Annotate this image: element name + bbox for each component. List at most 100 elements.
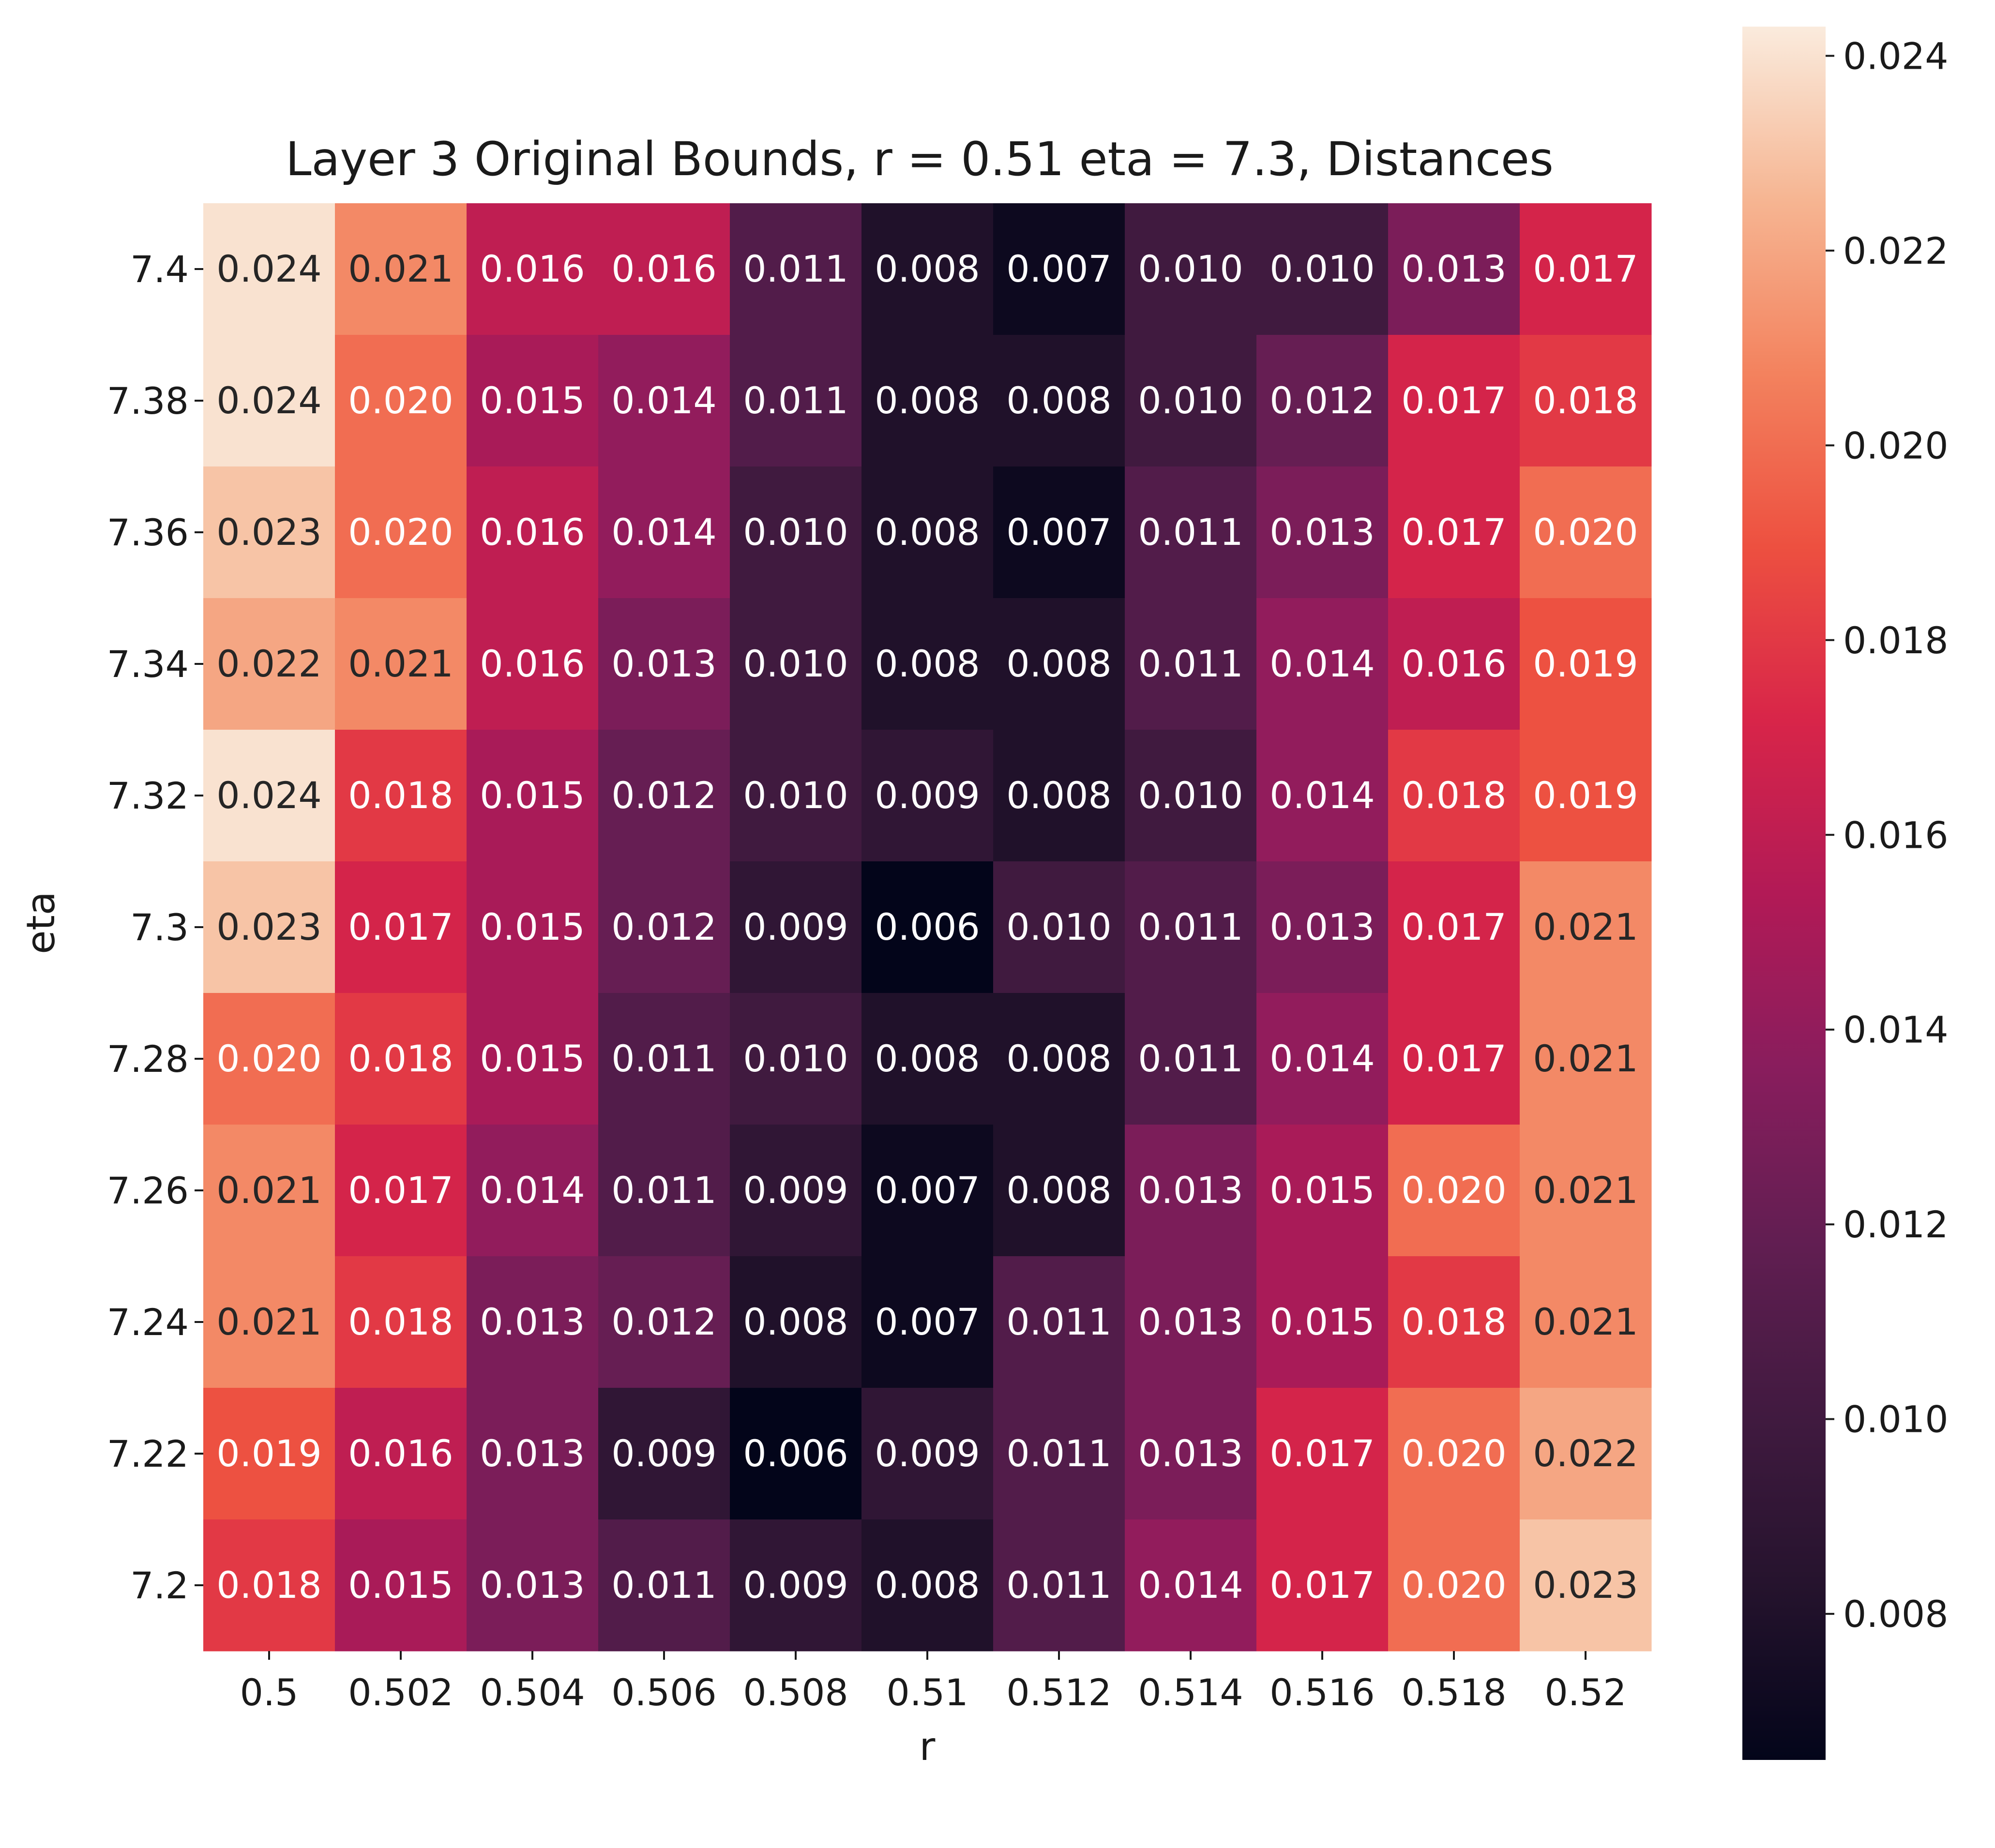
y-axis-label: eta [18, 891, 63, 954]
cell-value-label: 0.013 [1270, 511, 1375, 554]
cell-value-label: 0.011 [1138, 511, 1243, 554]
cell-value-label: 0.019 [1533, 642, 1638, 685]
heatmap-cell [598, 861, 730, 993]
cell-value-label: 0.018 [216, 1563, 322, 1607]
cell-value-label: 0.010 [743, 511, 848, 554]
heatmap-cell [1388, 1256, 1520, 1388]
heatmap-cell [598, 730, 730, 862]
cell-value-label: 0.010 [1138, 247, 1243, 290]
heatmap-cell [993, 466, 1125, 599]
heatmap-cell [467, 203, 599, 335]
heatmap-cell [1388, 1519, 1520, 1652]
heatmap-cell [203, 1256, 335, 1388]
cell-value-label: 0.008 [875, 1037, 980, 1080]
chart-title: Layer 3 Original Bounds, r = 0.51 eta = … [286, 132, 1554, 186]
heatmap-cell [993, 335, 1125, 467]
heatmap-cell [1388, 598, 1520, 730]
cell-value-label: 0.021 [1533, 1300, 1638, 1343]
heatmap-cell [598, 1125, 730, 1257]
cell-value-label: 0.008 [875, 1563, 980, 1607]
y-tick-label: 7.28 [107, 1037, 189, 1081]
x-tick-label: 0.516 [1270, 1671, 1375, 1714]
cell-value-label: 0.008 [743, 1300, 848, 1343]
heatmap-cell [1256, 1388, 1389, 1520]
cell-value-label: 0.007 [1006, 511, 1112, 554]
heatmap-cell [1256, 730, 1389, 862]
cell-value-label: 0.010 [1138, 774, 1243, 817]
x-tick-label: 0.518 [1401, 1671, 1507, 1714]
cell-value-label: 0.015 [348, 1563, 453, 1607]
heatmap-cell [861, 730, 994, 862]
heatmap-cell [467, 466, 599, 599]
colorbar-tick-label: 0.022 [1843, 229, 1949, 272]
heatmap-cell [203, 1388, 335, 1520]
heatmap-cell [335, 466, 467, 599]
heatmap-cell [335, 730, 467, 862]
y-tick-label: 7.2 [130, 1564, 189, 1607]
cell-value-label: 0.006 [875, 905, 980, 948]
heatmap-cell [1388, 335, 1520, 467]
cell-value-label: 0.009 [875, 774, 980, 817]
heatmap-cell [598, 203, 730, 335]
cell-value-label: 0.023 [1533, 1563, 1638, 1607]
heatmap-cell [730, 203, 862, 335]
cell-value-label: 0.011 [1006, 1432, 1112, 1475]
colorbar-tick-label: 0.024 [1843, 34, 1949, 77]
heatmap-cell [993, 1519, 1125, 1652]
heatmap-cell [1388, 1125, 1520, 1257]
heatmap-cell [1125, 730, 1257, 862]
heatmap-cell [335, 993, 467, 1125]
cell-value-label: 0.008 [1006, 1169, 1112, 1212]
cell-value-label: 0.006 [743, 1432, 848, 1475]
heatmap-cell [1520, 1519, 1652, 1652]
cell-value-label: 0.017 [1401, 511, 1507, 554]
y-tick-label: 7.24 [107, 1301, 189, 1344]
heatmap-cell [335, 1256, 467, 1388]
heatmap-cell [203, 466, 335, 599]
heatmap-cell [1520, 466, 1652, 599]
y-tick-label: 7.22 [107, 1432, 189, 1475]
heatmap-cell [598, 335, 730, 467]
x-axis: 0.5 0.502 0.504 0.506 0.508 0.51 0.512 0.514 0.5… [240, 1651, 1627, 1714]
cell-value-label: 0.017 [1401, 905, 1507, 948]
heatmap-cell [467, 1125, 599, 1257]
x-tick-label: 0.508 [743, 1671, 848, 1714]
heatmap-cell [1520, 1256, 1652, 1388]
heatmap-cell [730, 861, 862, 993]
cell-value-label: 0.017 [1270, 1432, 1375, 1475]
cell-value-label: 0.015 [1270, 1300, 1375, 1343]
heatmap-cell [1125, 335, 1257, 467]
heatmap-cell [730, 1125, 862, 1257]
cell-value-label: 0.019 [216, 1432, 322, 1475]
heatmap-cell [335, 1125, 467, 1257]
cell-value-label: 0.017 [1533, 247, 1638, 290]
x-tick-label: 0.514 [1138, 1671, 1243, 1714]
cell-value-label: 0.013 [1138, 1169, 1243, 1212]
heatmap-cell [467, 993, 599, 1125]
x-axis-label: r [920, 1724, 936, 1769]
cell-value-label: 0.023 [216, 905, 322, 948]
heatmap-cell [1125, 861, 1257, 993]
heatmap-cell [203, 1519, 335, 1652]
heatmap-cell [861, 1519, 994, 1652]
heatmap-cell [467, 1256, 599, 1388]
cell-value-label: 0.011 [611, 1169, 717, 1212]
heatmap-cell [1125, 1256, 1257, 1388]
cell-value-label: 0.018 [348, 774, 453, 817]
colorbar-tick-label: 0.014 [1843, 1008, 1949, 1052]
colorbar: 0.008 0.010 0.012 0.014 0.016 0.018 0.020 0.022… [1742, 27, 1949, 1760]
cell-value-label: 0.008 [875, 511, 980, 554]
heatmap-cell [861, 1388, 994, 1520]
heatmap-cell [203, 1125, 335, 1257]
heatmap-cell [730, 1388, 862, 1520]
y-tick-label: 7.32 [107, 774, 189, 817]
cell-value-label: 0.010 [743, 642, 848, 685]
cell-value-label: 0.011 [1138, 905, 1243, 948]
heatmap-cell [1520, 598, 1652, 730]
heatmap-cell [730, 730, 862, 862]
colorbar-gradient [1742, 27, 1826, 1760]
heatmap-cell [861, 466, 994, 599]
cell-value-label: 0.016 [480, 642, 585, 685]
cell-value-label: 0.020 [1533, 511, 1638, 554]
